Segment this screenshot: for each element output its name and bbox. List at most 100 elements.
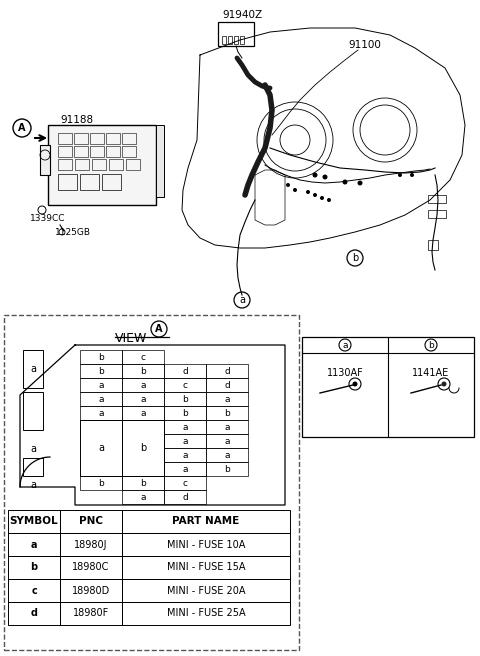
Bar: [23, 350, 43, 388]
Bar: [90, 133, 104, 144]
Bar: [228, 36, 232, 44]
Circle shape: [320, 196, 324, 200]
Bar: [74, 146, 88, 157]
Bar: [23, 458, 43, 476]
Text: PNC: PNC: [79, 516, 103, 527]
Circle shape: [442, 382, 446, 386]
Text: a: a: [182, 436, 188, 445]
Bar: [122, 350, 164, 364]
Text: 1125GB: 1125GB: [55, 228, 91, 237]
Bar: [80, 420, 122, 476]
Text: a: a: [140, 394, 146, 403]
Bar: [60, 579, 122, 602]
Text: a: a: [30, 364, 36, 374]
Bar: [164, 448, 206, 462]
Text: c: c: [182, 478, 188, 487]
Text: 18980F: 18980F: [73, 609, 109, 619]
Bar: [58, 159, 72, 170]
Text: c: c: [31, 586, 37, 596]
Bar: [92, 159, 106, 170]
Bar: [4, 315, 299, 650]
Text: d: d: [182, 493, 188, 501]
Bar: [80, 392, 122, 406]
Text: b: b: [224, 409, 230, 417]
Bar: [60, 510, 122, 533]
Text: a: a: [140, 493, 146, 501]
Bar: [206, 364, 248, 378]
Circle shape: [358, 180, 362, 186]
Text: MINI - FUSE 10A: MINI - FUSE 10A: [167, 539, 245, 550]
Circle shape: [306, 190, 310, 194]
Bar: [40, 145, 50, 175]
Bar: [164, 476, 206, 490]
Bar: [428, 240, 438, 250]
Text: a: a: [182, 451, 188, 459]
Bar: [8, 579, 60, 602]
Bar: [206, 434, 248, 448]
Bar: [80, 364, 122, 378]
Bar: [302, 337, 474, 437]
Circle shape: [323, 174, 327, 180]
Bar: [206, 462, 248, 476]
Text: a: a: [239, 295, 245, 305]
Bar: [164, 392, 206, 406]
Text: A: A: [18, 123, 26, 133]
Text: a: a: [98, 443, 104, 453]
Text: d: d: [182, 367, 188, 375]
Text: a: a: [224, 394, 230, 403]
Text: 18980J: 18980J: [74, 539, 108, 550]
Text: d: d: [224, 380, 230, 390]
Bar: [109, 159, 123, 170]
Bar: [122, 364, 164, 378]
Bar: [122, 556, 290, 579]
Text: a: a: [224, 451, 230, 459]
Bar: [164, 406, 206, 420]
Bar: [164, 490, 206, 504]
Bar: [222, 36, 226, 44]
Text: a: a: [98, 409, 104, 417]
Text: b: b: [98, 367, 104, 375]
Text: a: a: [342, 340, 348, 350]
Text: 18980C: 18980C: [72, 562, 110, 573]
Text: d: d: [31, 609, 37, 619]
Text: c: c: [182, 380, 188, 390]
Bar: [23, 392, 43, 430]
Bar: [58, 133, 72, 144]
Text: a: a: [224, 436, 230, 445]
Bar: [106, 133, 120, 144]
Text: b: b: [98, 352, 104, 361]
Text: SYMBOL: SYMBOL: [10, 516, 58, 527]
Bar: [80, 378, 122, 392]
Bar: [60, 602, 122, 625]
Bar: [218, 22, 254, 46]
Bar: [126, 159, 140, 170]
Bar: [8, 556, 60, 579]
Bar: [234, 36, 238, 44]
Circle shape: [410, 173, 414, 177]
Bar: [122, 420, 164, 476]
Text: b: b: [182, 394, 188, 403]
Text: 1339CC: 1339CC: [30, 214, 65, 223]
Text: b: b: [182, 409, 188, 417]
Bar: [122, 378, 164, 392]
Text: 91940Z: 91940Z: [222, 10, 262, 20]
Bar: [106, 146, 120, 157]
Circle shape: [343, 180, 348, 184]
Text: 1141AE: 1141AE: [412, 368, 450, 378]
Text: MINI - FUSE 25A: MINI - FUSE 25A: [167, 609, 245, 619]
Text: d: d: [224, 367, 230, 375]
Circle shape: [398, 173, 402, 177]
Bar: [80, 174, 99, 190]
Text: b: b: [140, 367, 146, 375]
Circle shape: [313, 193, 317, 197]
Bar: [156, 125, 164, 197]
Circle shape: [293, 188, 297, 192]
Bar: [80, 406, 122, 420]
Bar: [102, 174, 121, 190]
Bar: [90, 146, 104, 157]
Bar: [164, 364, 206, 378]
Bar: [58, 146, 72, 157]
Bar: [122, 510, 290, 533]
Bar: [58, 174, 77, 190]
Text: a: a: [140, 409, 146, 417]
